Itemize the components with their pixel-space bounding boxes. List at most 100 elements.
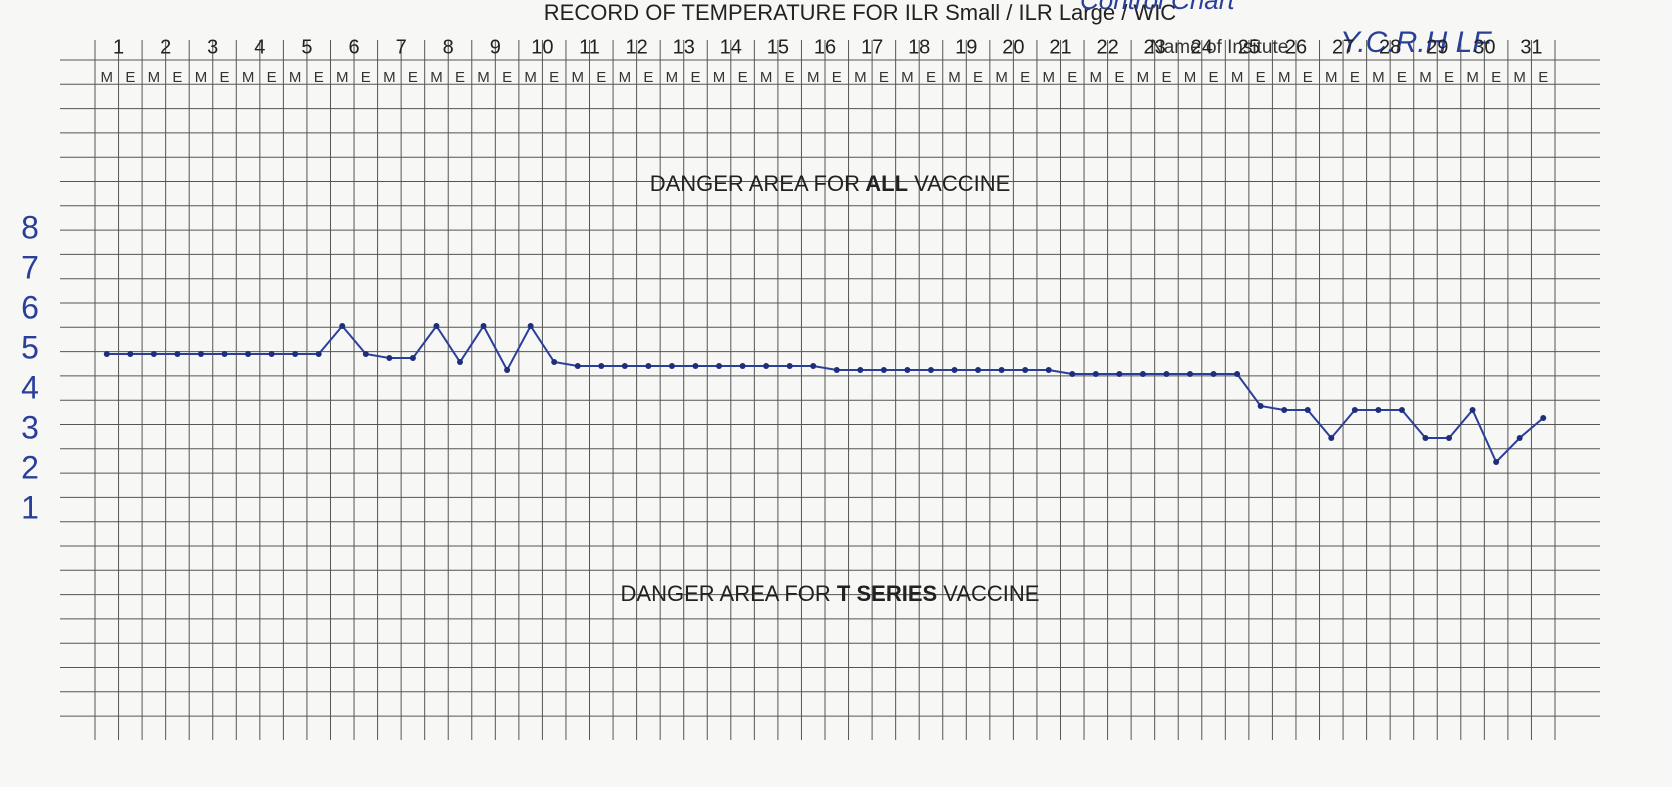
reading-dot: [245, 351, 252, 357]
reading-dot: [127, 351, 134, 357]
temperature-line: [106, 324, 1544, 464]
shift-label: M: [477, 69, 490, 86]
day-label: 28: [1379, 36, 1401, 58]
scale-label: 4: [21, 369, 39, 405]
day-label: 19: [955, 36, 977, 58]
reading-dot: [174, 351, 181, 357]
shift-label: E: [1209, 69, 1219, 86]
reading-dot: [339, 323, 346, 329]
shift-label: E: [1303, 69, 1313, 86]
reading-dot: [1351, 407, 1358, 413]
shift-label: M: [289, 69, 302, 86]
zone-suffix: VACCINE: [908, 171, 1010, 196]
shift-label: M: [430, 69, 443, 86]
reading-dot: [786, 363, 793, 369]
shift-label: E: [172, 69, 182, 86]
day-label: 27: [1332, 36, 1354, 58]
day-label: 22: [1096, 36, 1118, 58]
shift-label: E: [1256, 69, 1266, 86]
shift-label: E: [1491, 69, 1501, 86]
day-label: 31: [1520, 36, 1542, 58]
day-label: 30: [1473, 36, 1495, 58]
day-label: 1: [113, 36, 124, 58]
reading-dot: [150, 351, 157, 357]
shift-label: M: [383, 69, 396, 86]
reading-dot: [221, 351, 228, 357]
shift-label: E: [502, 69, 512, 86]
reading-dot: [998, 367, 1005, 373]
shift-label: M: [1278, 69, 1291, 86]
shift-label: E: [926, 69, 936, 86]
shift-label: M: [524, 69, 537, 86]
shift-label: E: [643, 69, 653, 86]
shift-label: E: [1444, 69, 1454, 86]
day-label: 13: [673, 36, 695, 58]
day-label: 26: [1285, 36, 1307, 58]
shift-label: M: [948, 69, 961, 86]
shift-label: M: [619, 69, 632, 86]
shift-label: M: [901, 69, 914, 86]
shift-label: E: [879, 69, 889, 86]
reading-dot: [1069, 371, 1076, 377]
shift-label: M: [1325, 69, 1338, 86]
shift-label: E: [738, 69, 748, 86]
scale-label: 3: [21, 409, 39, 445]
shift-label: E: [361, 69, 371, 86]
day-label: 21: [1049, 36, 1071, 58]
title: RECORD OF TEMPERATURE FOR ILR Small / IL…: [544, 0, 1177, 25]
reading-dot: [103, 351, 110, 357]
reading-dot: [880, 367, 887, 373]
institute-name: Y.C.R.H LF: [1340, 26, 1492, 59]
scale-label: 6: [21, 289, 39, 325]
reading-dot: [551, 359, 558, 365]
reading-dot: [833, 367, 840, 373]
shift-label: E: [973, 69, 983, 86]
shift-label: M: [1231, 69, 1244, 86]
shift-label: E: [785, 69, 795, 86]
reading-dot: [315, 351, 322, 357]
shift-label: E: [408, 69, 418, 86]
reading-dot: [1022, 367, 1029, 373]
day-label: 6: [348, 36, 359, 58]
shift-label: M: [995, 69, 1008, 86]
reading-dot: [1422, 435, 1429, 441]
day-label: 17: [861, 36, 883, 58]
reading-dot: [927, 367, 934, 373]
reading-dot: [739, 363, 746, 369]
shift-label: M: [1184, 69, 1197, 86]
reading-dot: [716, 363, 723, 369]
shift-label: M: [1513, 69, 1526, 86]
shift-label: E: [267, 69, 277, 86]
danger-zone: DANGER AREA FOR ALL VACCINE: [650, 171, 1011, 196]
handwritten-title: Control Chart: [1080, 0, 1236, 15]
reading-dot: [1045, 367, 1052, 373]
day-label: 9: [490, 36, 501, 58]
shift-label: M: [242, 69, 255, 86]
reading-dot: [433, 323, 440, 329]
day-label: 25: [1238, 36, 1260, 58]
reading-dot: [951, 367, 958, 373]
reading-dot: [1210, 371, 1217, 377]
reading-dot: [1092, 371, 1099, 377]
shift-label: M: [1090, 69, 1103, 86]
shift-label: M: [1419, 69, 1432, 86]
reading-dot: [527, 323, 534, 329]
reading-dot: [409, 355, 416, 361]
zone-bold: ALL: [860, 171, 908, 196]
zone-prefix: DANGER AREA FOR: [621, 581, 831, 606]
shift-label: M: [1042, 69, 1055, 86]
shift-label: E: [1538, 69, 1548, 86]
reading-dot: [621, 363, 628, 369]
reading-dot: [1516, 435, 1523, 441]
day-label: 12: [625, 36, 647, 58]
reading-dot: [1139, 371, 1146, 377]
reading-dot: [1304, 407, 1311, 413]
scale-label: 5: [21, 329, 39, 365]
shift-label: M: [1466, 69, 1479, 86]
reading-dot: [1469, 407, 1476, 413]
reading-dot: [197, 351, 204, 357]
shift-label: M: [760, 69, 773, 86]
shift-label: M: [571, 69, 584, 86]
shift-label: M: [1137, 69, 1150, 86]
